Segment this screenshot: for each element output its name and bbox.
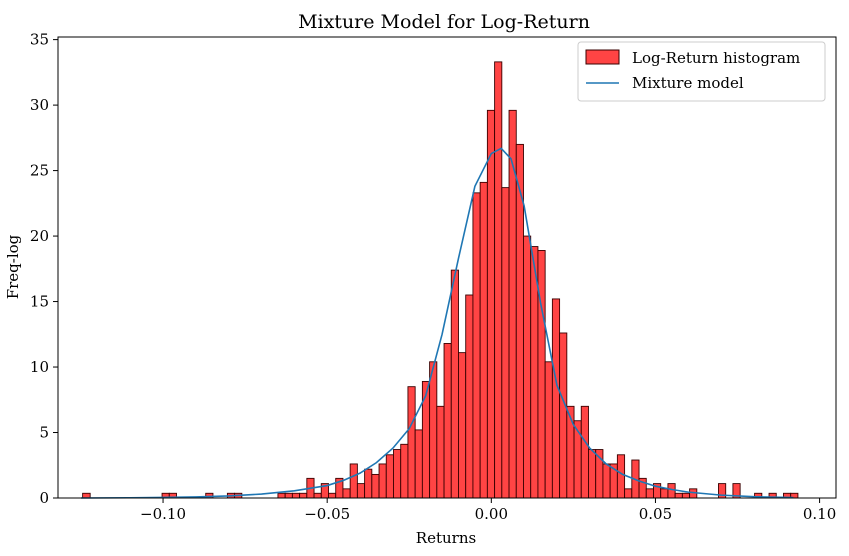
histogram-bar [364,468,373,499]
legend-box [577,41,826,102]
histogram-bar [313,492,322,499]
histogram-bar [458,352,467,499]
histogram-bar [371,473,380,499]
histogram-bars [82,61,799,499]
x-tick-label: 0.00 [475,505,508,523]
y-tick-label: 5 [39,424,49,442]
histogram-bar [393,449,402,499]
histogram-bar [501,187,510,499]
histogram-bar [494,61,503,499]
x-tick-label: −0.10 [140,505,186,523]
histogram-bar [580,405,589,499]
histogram-bar [588,449,597,499]
x-tick-label: −0.05 [304,505,350,523]
histogram-bar [559,332,568,499]
histogram-bar [624,488,633,499]
histogram-bar [378,463,387,499]
histogram-bar [349,463,358,499]
legend-histogram-swatch [585,49,620,65]
plot-frame [57,36,837,499]
histogram-bar [566,405,575,499]
histogram-bar [407,386,416,499]
histogram-bar [342,488,351,499]
legend: Log-Return histogram Mixture model [577,41,826,102]
histogram-bar [660,488,669,499]
mixture-model-line [80,147,794,499]
histogram-bar [667,483,676,499]
legend-mixture-label: Mixture model [632,74,744,92]
histogram-bar [284,492,293,499]
y-axis-ticks: 0 5 10 15 20 25 30 35 [30,31,58,507]
histogram-bar [508,109,517,499]
histogram-bar [645,488,654,499]
y-tick-label: 10 [30,358,49,376]
y-tick-label: 35 [30,31,49,49]
histogram-bar [429,361,438,499]
histogram-bar [486,109,496,499]
histogram-bar [277,492,286,499]
x-tick-label: 0.10 [803,505,836,523]
histogram-bar [523,235,532,499]
histogram-bar [573,420,582,499]
histogram-bar [414,429,423,499]
histogram-bar [356,483,366,499]
x-axis-label: Returns [416,529,476,547]
histogram-bar [291,492,301,499]
histogram-bar [443,343,452,499]
chart-title: Mixture Model for Log-Return [298,11,590,33]
histogram-bar [537,250,546,499]
x-tick-label: 0.05 [639,505,672,523]
histogram-bar [328,492,337,499]
legend-histogram-label: Log-Return histogram [632,49,800,67]
y-tick-label: 30 [30,96,49,114]
histogram-bar [436,405,445,499]
histogram-bar [616,454,626,499]
histogram-bar [400,443,409,499]
y-tick-label: 20 [30,227,49,245]
histogram-bar [299,492,308,499]
histogram-bar [674,492,683,499]
y-tick-label: 25 [30,162,49,180]
y-axis-label: Freq-log [4,234,22,299]
x-axis-ticks: −0.10 −0.05 0.00 0.05 0.10 [140,498,836,523]
histogram-bar [681,492,691,499]
histogram-bar [450,269,459,499]
histogram-bar [551,298,561,499]
y-tick-label: 0 [39,489,49,507]
histogram-bar [479,181,488,499]
histogram-bar [602,463,611,499]
histogram-bar [544,361,553,499]
histogram-bar [465,294,474,499]
histogram-bar [472,192,481,499]
y-tick-label: 15 [30,293,49,311]
histogram-bar [385,454,394,499]
